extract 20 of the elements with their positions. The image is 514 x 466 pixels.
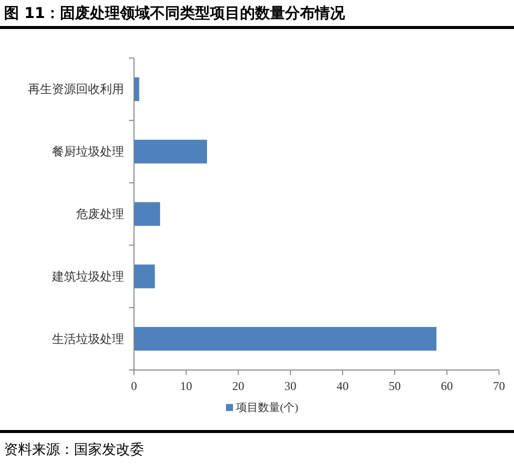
x-tick-label: 30 (284, 379, 296, 393)
chart-title: 图 11：固废处理领域不同类型项目的数量分布情况 (4, 4, 346, 22)
bar (134, 140, 207, 164)
text: 资料来源：国家发改委 (4, 442, 144, 458)
x-tick-label: 0 (131, 379, 137, 393)
bar (134, 264, 155, 288)
y-tick-label: 餐厨垃圾处理 (52, 144, 124, 159)
y-tick-label: 危废处理 (76, 207, 124, 221)
x-tick-label: 40 (336, 379, 349, 393)
legend-label: 项目数量(个) (236, 402, 299, 414)
x-tick-label: 50 (388, 379, 401, 393)
bar (134, 202, 160, 226)
x-tick-label: 20 (232, 379, 244, 393)
y-tick-label: 再生资源回收利用 (28, 82, 124, 96)
x-tick-label: 60 (440, 379, 453, 393)
y-tick-label: 生活垃圾处理 (52, 332, 124, 346)
x-tick-label: 70 (493, 379, 505, 393)
bar (134, 326, 436, 351)
y-tick-label: 建筑垃圾处理 (51, 269, 124, 284)
x-tick-label: 10 (180, 379, 192, 393)
